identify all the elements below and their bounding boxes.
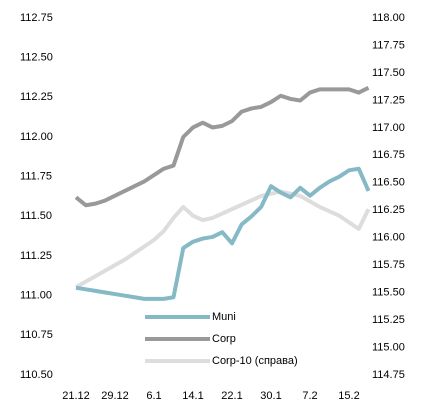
y-tick-label: 111.50 <box>20 210 52 222</box>
y-tick-label: 112.25 <box>20 91 53 103</box>
legend-label: Corp-10 (справа) <box>212 355 298 367</box>
y-tick-label: 111.25 <box>20 250 52 262</box>
y2-tick-label: 115.50 <box>372 287 405 299</box>
x-tick-label: 6.1 <box>146 390 161 402</box>
y-tick-label: 112.50 <box>20 52 53 64</box>
y-tick-label: 111.75 <box>20 171 52 183</box>
y2-tick-label: 117.75 <box>372 39 405 51</box>
y2-tick-label: 118.00 <box>372 12 405 24</box>
x-tick-label: 30.1 <box>260 390 281 402</box>
y-tick-label: 112.75 <box>20 12 53 24</box>
y2-tick-label: 116.00 <box>372 232 405 244</box>
legend-label: Corp <box>212 333 236 345</box>
x-tick-label: 21.12 <box>62 390 90 402</box>
y-tick-label: 111.00 <box>20 290 52 302</box>
x-tick-label: 29.12 <box>101 390 129 402</box>
y-tick-label: 112.00 <box>20 131 53 143</box>
x-tick-label: 7.2 <box>302 390 317 402</box>
legend-label: Muni <box>212 311 236 323</box>
y2-tick-label: 116.25 <box>372 204 405 216</box>
x-tick-label: 22.1 <box>221 390 242 402</box>
series-line <box>75 166 371 301</box>
y2-tick-label: 117.25 <box>372 94 405 106</box>
y2-tick-label: 114.75 <box>372 369 405 381</box>
y2-tick-label: 115.75 <box>372 259 405 271</box>
series-line <box>74 86 370 208</box>
y2-tick-label: 116.50 <box>372 177 405 189</box>
y2-tick-label: 117.50 <box>372 67 405 79</box>
series-line <box>75 189 371 289</box>
y-tick-label: 110.50 <box>20 369 53 381</box>
x-tick-label: 15.2 <box>338 390 359 402</box>
y2-tick-label: 116.75 <box>372 149 405 161</box>
y2-tick-label: 115.25 <box>372 314 405 326</box>
x-tick-label: 14.1 <box>182 390 203 402</box>
y2-tick-label: 117.00 <box>372 122 405 134</box>
y-tick-label: 110.75 <box>20 329 53 341</box>
y2-tick-label: 115.00 <box>372 341 405 353</box>
